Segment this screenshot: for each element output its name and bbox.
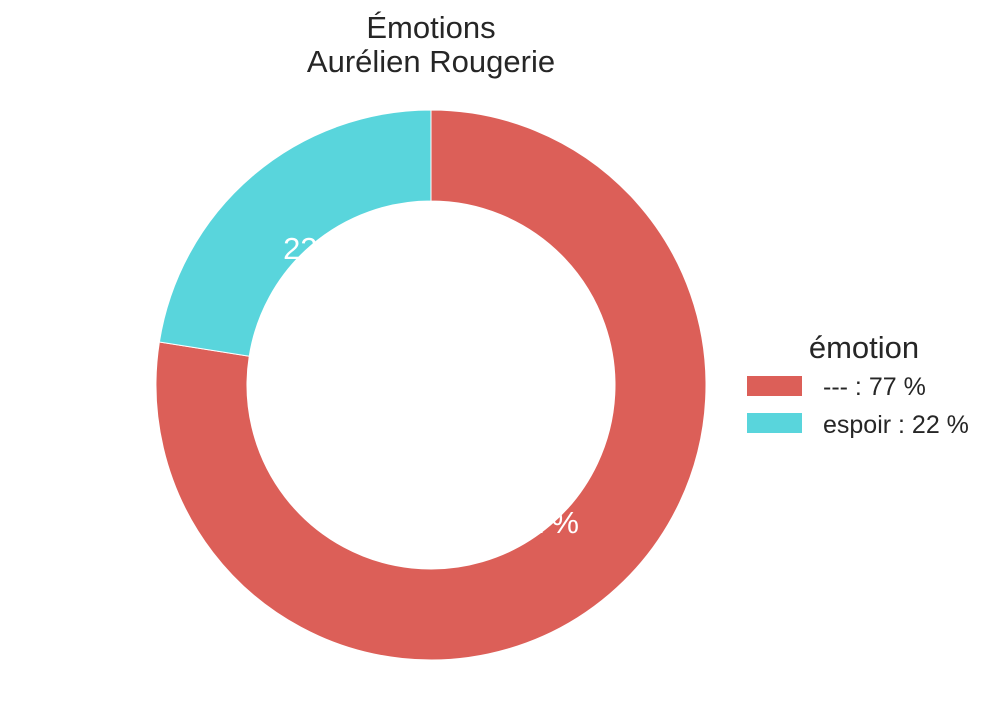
donut-slices	[155, 109, 707, 661]
slice-label-espoir: 22%	[283, 231, 345, 266]
legend-entry-espoir: espoir : 22 %	[823, 411, 969, 439]
legend: émotion --- : 77 % espoir : 22 %	[747, 330, 969, 439]
legend-entry-neutral: --- : 77 %	[823, 373, 926, 401]
chart-title: Émotions Aurélien Rougerie	[307, 10, 555, 79]
legend-swatch-espoir	[747, 413, 802, 433]
chart-title-line-1: Émotions	[366, 10, 495, 45]
donut-slice-espoir	[158, 109, 432, 357]
legend-swatch-neutral	[747, 376, 802, 396]
chart-title-line-2: Aurélien Rougerie	[307, 44, 555, 79]
legend-title: émotion	[809, 330, 919, 365]
donut-slice-neutral	[155, 109, 707, 661]
slice-labels: 77% 22%	[283, 231, 579, 540]
slice-label-neutral: 77%	[517, 505, 579, 540]
